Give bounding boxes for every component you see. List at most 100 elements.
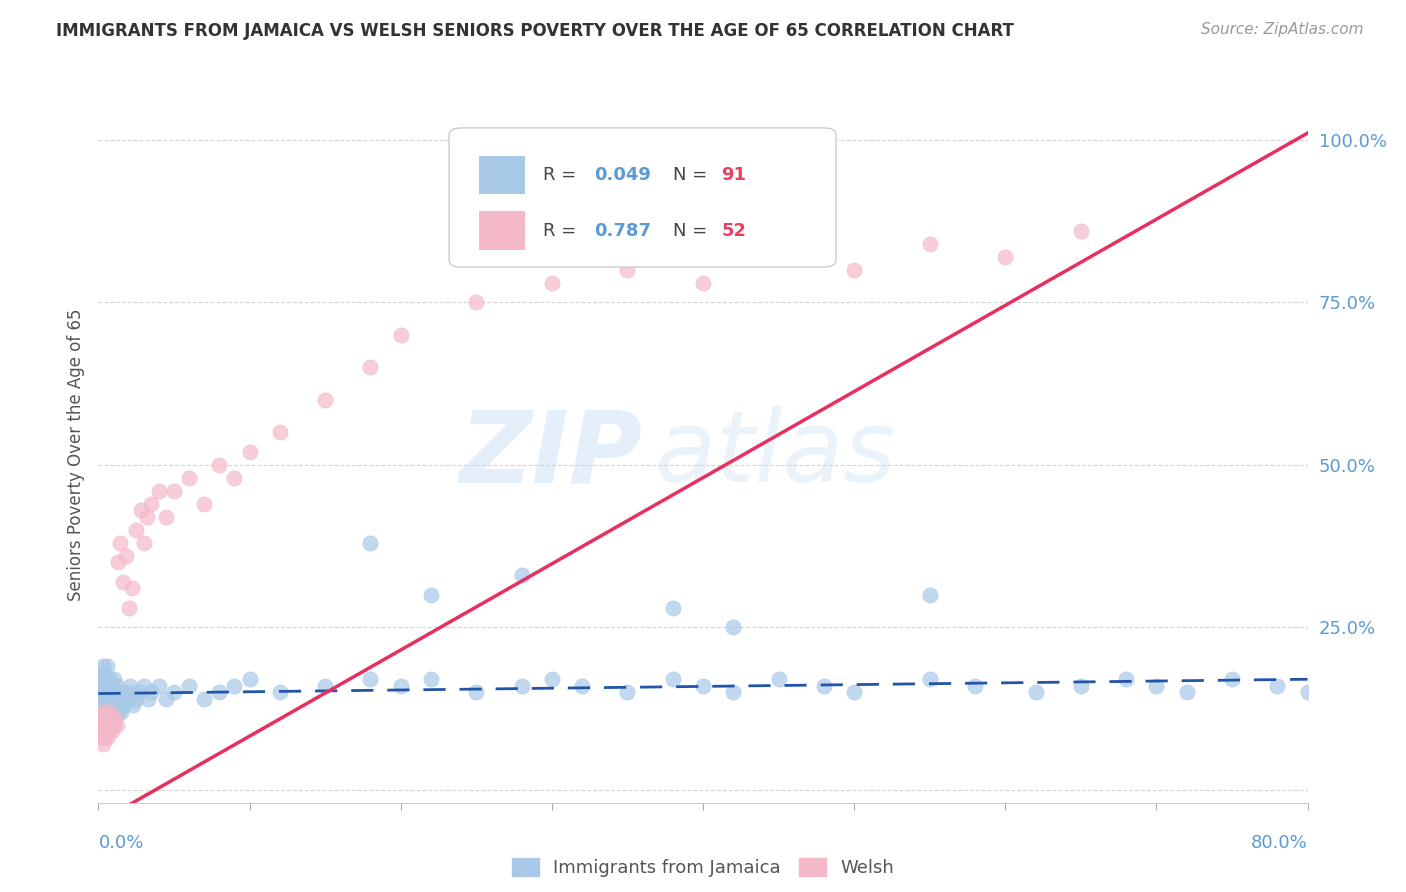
Point [155, 509, 177, 524]
Point [193, 497, 215, 511]
Point [224, 679, 246, 693]
Point [90, 679, 112, 693]
Point [89, 731, 111, 745]
Point [103, 705, 125, 719]
Point [768, 672, 790, 686]
Point [101, 724, 124, 739]
Point [465, 295, 488, 310]
Point [208, 458, 231, 472]
Point [269, 425, 291, 439]
Point [224, 471, 246, 485]
Point [136, 691, 159, 706]
Point [98, 705, 121, 719]
Point [89, 718, 111, 732]
Point [89, 672, 111, 686]
Legend: Immigrants from Jamaica, Welsh: Immigrants from Jamaica, Welsh [505, 850, 901, 884]
Y-axis label: Seniors Poverty Over the Age of 65: Seniors Poverty Over the Age of 65 [66, 309, 84, 601]
Point [110, 685, 132, 699]
Text: 91: 91 [721, 166, 747, 185]
Point [844, 685, 866, 699]
Point [193, 691, 215, 706]
Point [111, 574, 134, 589]
Text: 0.787: 0.787 [595, 222, 651, 240]
Point [965, 679, 987, 693]
Point [111, 691, 134, 706]
FancyBboxPatch shape [479, 211, 526, 250]
Point [163, 483, 186, 498]
Point [94, 685, 117, 699]
Point [389, 679, 412, 693]
Text: 0.049: 0.049 [595, 166, 651, 185]
Point [128, 685, 150, 699]
Point [122, 698, 145, 713]
Point [132, 679, 155, 693]
Point [918, 672, 941, 686]
Point [98, 672, 121, 686]
Point [148, 679, 170, 693]
Point [844, 262, 866, 277]
Point [103, 691, 125, 706]
Point [1144, 679, 1167, 693]
Point [239, 672, 262, 686]
Text: IMMIGRANTS FROM JAMAICA VS WELSH SENIORS POVERTY OVER THE AGE OF 65 CORRELATION : IMMIGRANTS FROM JAMAICA VS WELSH SENIORS… [56, 22, 1014, 40]
Point [104, 711, 127, 725]
Point [112, 698, 135, 713]
Point [101, 718, 124, 732]
Point [104, 685, 127, 699]
Point [155, 691, 177, 706]
Point [148, 483, 170, 498]
Point [105, 679, 128, 693]
Text: atlas: atlas [655, 407, 896, 503]
Point [918, 588, 941, 602]
Point [1296, 685, 1319, 699]
Point [1070, 679, 1092, 693]
Text: 0.0%: 0.0% [98, 834, 143, 852]
Point [125, 691, 148, 706]
Text: R =: R = [543, 222, 582, 240]
Point [129, 503, 152, 517]
Point [91, 705, 114, 719]
Point [813, 679, 835, 693]
Text: N =: N = [672, 222, 713, 240]
Point [661, 600, 683, 615]
Point [721, 620, 744, 634]
Point [177, 679, 201, 693]
Point [91, 691, 114, 706]
Point [90, 724, 112, 739]
Point [108, 698, 131, 713]
Point [419, 672, 441, 686]
Point [163, 685, 186, 699]
Text: Source: ZipAtlas.com: Source: ZipAtlas.com [1201, 22, 1364, 37]
Point [692, 276, 714, 290]
Point [118, 600, 141, 615]
Text: N =: N = [672, 166, 713, 185]
Point [100, 705, 122, 719]
Point [1024, 685, 1046, 699]
FancyBboxPatch shape [479, 156, 526, 194]
Point [91, 679, 114, 693]
Point [101, 698, 124, 713]
Point [93, 711, 115, 725]
Point [104, 711, 127, 725]
Point [94, 705, 117, 719]
Point [616, 685, 638, 699]
Point [91, 705, 114, 719]
Point [239, 444, 262, 458]
Point [768, 250, 790, 264]
Point [100, 685, 122, 699]
Point [91, 659, 114, 673]
Point [510, 568, 533, 582]
Point [107, 705, 129, 719]
Point [94, 672, 117, 686]
Point [661, 672, 683, 686]
Point [918, 236, 941, 251]
Point [314, 679, 336, 693]
Point [314, 392, 336, 407]
Point [96, 698, 118, 713]
Point [465, 685, 488, 699]
Point [110, 705, 132, 719]
Point [994, 250, 1017, 264]
Point [132, 535, 155, 549]
Point [121, 581, 143, 595]
Point [96, 659, 118, 673]
